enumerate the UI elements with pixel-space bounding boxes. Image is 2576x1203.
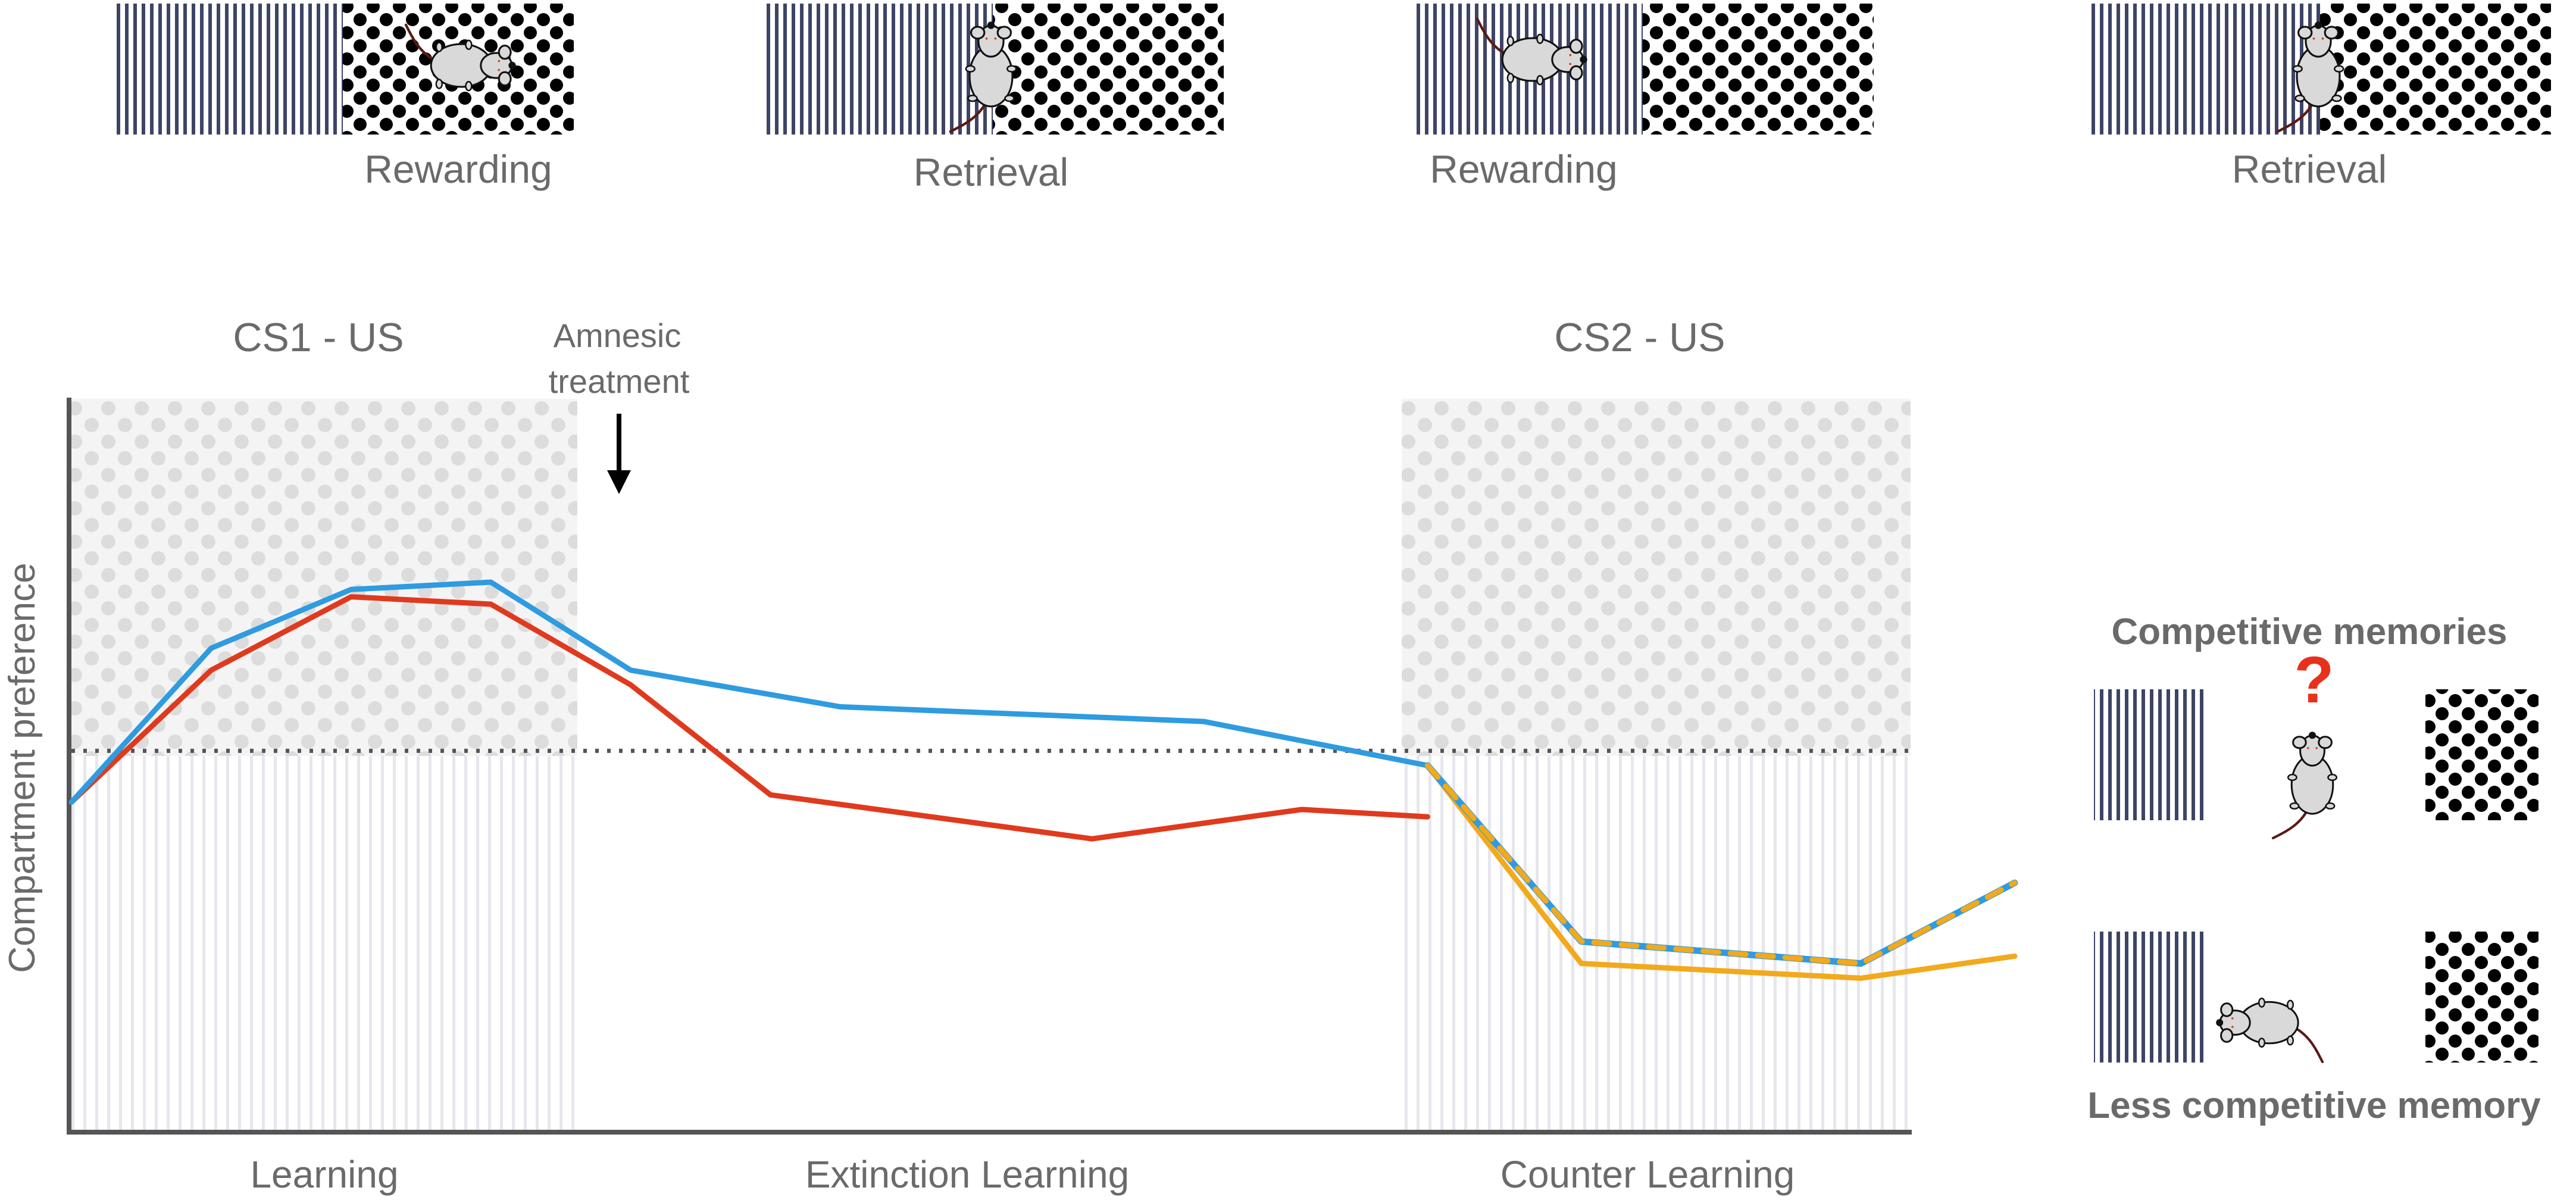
cs2-rewarded-zone <box>1402 756 1911 1131</box>
less-competitive-memory-title: Less competitive memory <box>2087 1085 2541 1126</box>
top-panel-3: Rewarding <box>1412 4 1874 191</box>
stripe-swatch <box>2094 932 2207 1063</box>
cs1-unrewarded-zone <box>71 756 577 1131</box>
top-panel-label: Retrieval <box>2232 147 2387 191</box>
series-line-blue <box>68 579 1430 805</box>
top-panel-4: Retrieval <box>2089 4 2551 191</box>
amnesic-arrow-icon <box>607 414 631 494</box>
y-axis-label: Compartment preference <box>2 563 43 973</box>
series-line-blue-orange-dashed <box>1425 763 2018 967</box>
mouse-icon <box>2273 732 2337 838</box>
mouse-icon <box>2216 998 2322 1062</box>
top-panel-1: Rewarding <box>112 4 574 191</box>
series-layer <box>68 579 2018 981</box>
treatment-label: treatment <box>549 363 690 400</box>
phase-label-counter: Counter Learning <box>1500 1153 1795 1196</box>
top-panel-2: Retrieval <box>762 4 1224 194</box>
series-line-orange <box>1425 763 2018 981</box>
series-line-red <box>68 594 1430 842</box>
top-panel-label: Rewarding <box>364 147 552 191</box>
phase-label-extinction: Extinction Learning <box>805 1153 1129 1196</box>
top-panel-label: Retrieval <box>914 150 1068 194</box>
stripe-swatch <box>2094 689 2207 820</box>
cs2-us-header: CS2 - US <box>1554 315 1725 360</box>
amnesic-label: Amnesic <box>554 317 681 354</box>
top-panel-label: Rewarding <box>1430 147 1618 191</box>
dot-swatch <box>2425 689 2539 820</box>
dot-swatch <box>2425 932 2539 1063</box>
phase-label-learning: Learning <box>250 1153 398 1196</box>
cs1-rewarded-zone <box>71 399 577 756</box>
competitive-memories-title: Competitive memories <box>2112 611 2508 652</box>
question-mark: ? <box>2294 643 2334 717</box>
cs1-us-header: CS1 - US <box>233 315 404 360</box>
cs2-unrewarded-zone <box>1402 399 1911 756</box>
